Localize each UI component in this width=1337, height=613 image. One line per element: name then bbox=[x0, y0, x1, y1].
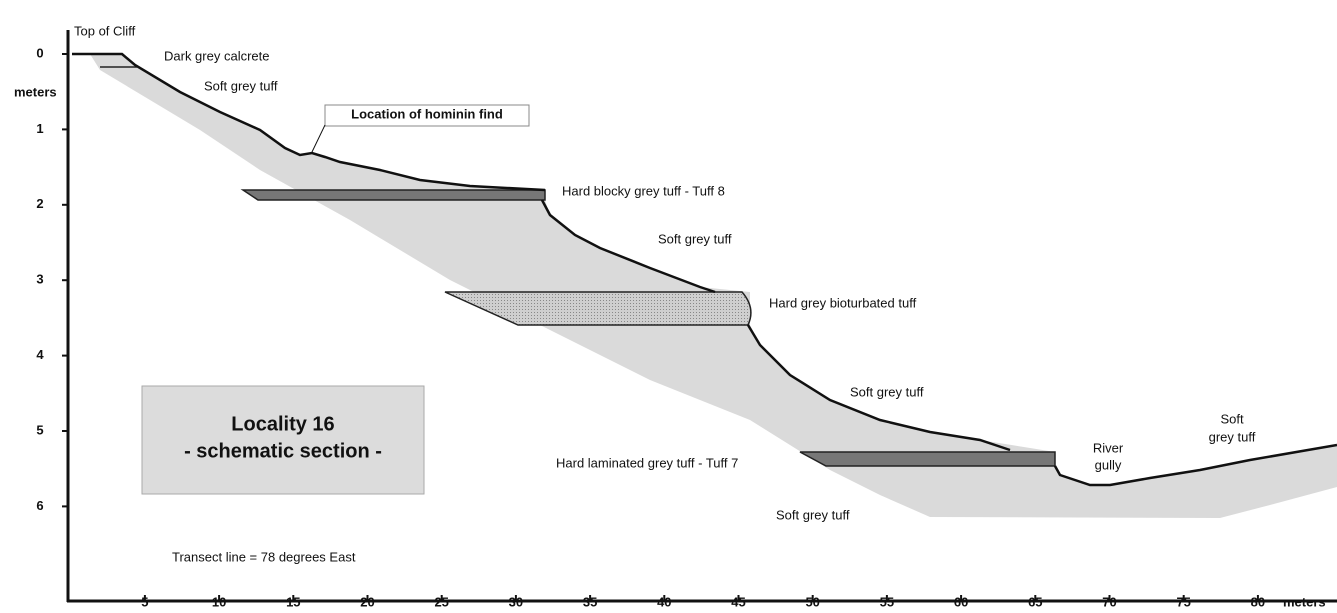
x-tick-label: 25 bbox=[434, 594, 448, 609]
label: gully bbox=[1095, 457, 1122, 472]
y-tick-label: 1 bbox=[36, 121, 43, 136]
profile-line bbox=[72, 52, 1337, 487]
y-tick-label: 6 bbox=[36, 498, 43, 513]
title-line: Locality 16 bbox=[231, 413, 334, 435]
label: River bbox=[1093, 440, 1124, 455]
label: Hard blocky grey tuff - Tuff 8 bbox=[562, 183, 725, 198]
label: Dark grey calcrete bbox=[164, 48, 269, 63]
x-axis-label: meters bbox=[1283, 594, 1326, 609]
x-tick-label: 80 bbox=[1251, 594, 1265, 609]
tuff-8-bed bbox=[240, 189, 546, 201]
y-tick-label: 2 bbox=[36, 196, 43, 211]
tuff-7-bed bbox=[799, 451, 1056, 467]
x-tick-label: 50 bbox=[805, 594, 819, 609]
title-line: - schematic section - bbox=[184, 440, 382, 462]
x-tick-label: 45 bbox=[731, 594, 745, 609]
find-box bbox=[324, 104, 530, 127]
x-tick-label: 70 bbox=[1102, 594, 1116, 609]
x-tick-label: 75 bbox=[1176, 594, 1190, 609]
label: Soft grey tuff bbox=[658, 231, 732, 246]
find-label: Location of hominin find bbox=[351, 106, 503, 121]
label: Soft grey tuff bbox=[204, 78, 278, 93]
y-tick-label: 3 bbox=[36, 272, 43, 287]
x-tick-label: 30 bbox=[509, 594, 523, 609]
x-tick-label: 60 bbox=[954, 594, 968, 609]
y-tick-label: 4 bbox=[36, 347, 44, 362]
bioturbated-bed bbox=[444, 291, 752, 326]
label: Hard grey bioturbated tuff bbox=[769, 295, 917, 310]
x-tick-label: 40 bbox=[657, 594, 671, 609]
x-tick-label: 35 bbox=[583, 594, 597, 609]
y-tick-label: 5 bbox=[36, 422, 43, 437]
label: Soft grey tuff bbox=[850, 384, 924, 399]
label: Hard laminated grey tuff - Tuff 7 bbox=[556, 455, 738, 470]
x-tick-label: 55 bbox=[880, 594, 894, 609]
x-tick-label: 10 bbox=[212, 594, 226, 609]
label: Soft bbox=[1220, 411, 1244, 426]
find-pointer bbox=[311, 124, 326, 153]
y-tick-label: 0 bbox=[36, 45, 43, 60]
note: Transect line = 78 degrees East bbox=[172, 549, 356, 564]
x-tick-label: 65 bbox=[1028, 594, 1042, 609]
x-tick-label: 15 bbox=[286, 594, 300, 609]
section-fill bbox=[90, 54, 1337, 518]
label: grey tuff bbox=[1209, 429, 1256, 444]
x-tick-label: 5 bbox=[141, 594, 148, 609]
x-tick-label: 20 bbox=[360, 594, 374, 609]
label: Top of Cliff bbox=[74, 23, 136, 38]
title-box bbox=[141, 385, 425, 495]
y-axis-label: meters bbox=[14, 84, 57, 99]
label: Soft grey tuff bbox=[776, 507, 850, 522]
